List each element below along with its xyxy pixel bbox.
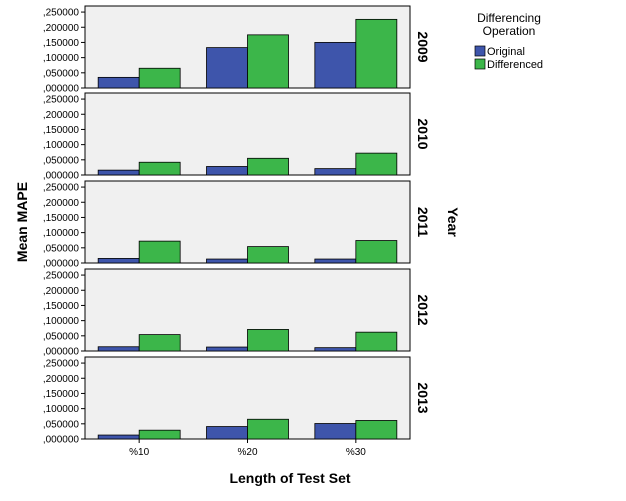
y-tick-label: ,200000	[43, 374, 80, 385]
y-tick-label: ,100000	[43, 228, 80, 239]
bar-original-2009-2	[206, 47, 248, 89]
y-tick-label: ,050000	[43, 331, 80, 342]
facet-label-2010: 2010	[415, 118, 431, 149]
bar-original-2012-3	[314, 347, 357, 352]
x-tick-label: %20	[237, 447, 257, 458]
bar-original-2013-3	[314, 423, 357, 440]
panels-layer: ,000000 ,050000 ,100000 ,150000 ,200000 ,2500…	[43, 5, 431, 446]
bar-differenced-2009-2	[247, 34, 289, 89]
legend-swatch-original	[474, 45, 486, 57]
y-tick-label: ,150000	[43, 213, 80, 224]
legend-title-line2: Operation	[483, 24, 536, 38]
facet-label-2013: 2013	[415, 382, 431, 413]
bar-differenced-2010-3	[355, 152, 398, 176]
bar-differenced-2012-2	[247, 329, 289, 352]
bar-original-2012-2	[206, 346, 248, 352]
bar-original-2010-2	[206, 166, 248, 176]
bar-differenced-2010-2	[247, 157, 289, 176]
panel-2013: ,000000 ,050000 ,100000 ,150000 ,200000 ,2500…	[43, 356, 431, 446]
legend-swatch-differenced	[474, 58, 486, 70]
bar-original-2010-3	[314, 168, 357, 176]
y-tick-label: ,150000	[43, 38, 80, 49]
facet-label-2009: 2009	[415, 31, 431, 62]
bar-differenced-2009-3	[355, 18, 398, 89]
y-tick-label: ,200000	[43, 286, 80, 297]
x-tick-label: %30	[346, 447, 366, 458]
y-tick-label: ,050000	[43, 155, 80, 166]
y-tick-label: ,250000	[43, 8, 80, 19]
x-axis-title: Length of Test Set	[229, 470, 350, 486]
bar-differenced-2011-1	[138, 240, 181, 264]
x-tick-label: %10	[129, 447, 149, 458]
bar-original-2009-3	[314, 42, 357, 89]
y-tick-label: ,100000	[43, 316, 80, 327]
y-tick-label: ,150000	[43, 389, 80, 400]
y-tick-label: ,100000	[43, 404, 80, 415]
y-tick-label: ,050000	[43, 68, 80, 79]
legend-label-differenced: Differenced	[487, 59, 543, 71]
bar-differenced-2010-1	[138, 161, 181, 176]
y-tick-label: ,050000	[43, 419, 80, 430]
y-tick-label: ,050000	[43, 243, 80, 254]
panel-2011: ,000000 ,050000 ,100000 ,150000 ,200000 ,2500…	[43, 180, 431, 270]
y-tick-label: ,100000	[43, 140, 80, 151]
y-tick-label: ,000000	[43, 171, 80, 182]
legend: Differencing Operation Original Differen…	[474, 11, 543, 71]
bar-differenced-2013-3	[355, 420, 398, 440]
y-tick-label: ,250000	[43, 95, 80, 106]
y-tick-label: ,150000	[43, 301, 80, 312]
facet-label-2011: 2011	[415, 207, 431, 238]
y-tick-label: ,250000	[43, 359, 80, 370]
y-tick-label: ,000000	[43, 435, 80, 446]
bar-differenced-2011-3	[355, 240, 398, 264]
y-tick-label: ,000000	[43, 347, 80, 358]
bar-original-2013-1	[97, 434, 140, 440]
legend-label-original: Original	[487, 46, 525, 58]
y-tick-label: ,000000	[43, 84, 80, 95]
bar-original-2009-1	[97, 76, 140, 89]
facet-label-2012: 2012	[415, 294, 431, 325]
y-tick-label: ,250000	[43, 271, 80, 282]
bar-original-2010-1	[97, 169, 140, 176]
y-axis-title: Mean MAPE	[14, 182, 30, 262]
bar-original-2013-2	[206, 426, 248, 440]
legend-title-line1: Differencing	[477, 11, 541, 25]
y-tick-label: ,000000	[43, 259, 80, 270]
panel-2009: ,000000 ,050000 ,100000 ,150000 ,200000 ,2500…	[43, 5, 431, 95]
bar-original-2011-3	[314, 258, 357, 264]
facet-axis-title: Year	[445, 207, 461, 237]
bar-original-2011-2	[206, 258, 248, 264]
y-tick-label: ,200000	[43, 110, 80, 121]
panel-2010: ,000000 ,050000 ,100000 ,150000 ,200000 ,2500…	[43, 92, 431, 182]
y-tick-label: ,200000	[43, 23, 80, 34]
panel-2012: ,000000 ,050000 ,100000 ,150000 ,200000 ,2500…	[43, 268, 431, 358]
bar-differenced-2012-3	[355, 331, 398, 352]
bar-original-2012-1	[97, 346, 140, 352]
y-tick-label: ,250000	[43, 183, 80, 194]
bar-differenced-2012-1	[138, 334, 181, 352]
bar-differenced-2013-1	[138, 429, 181, 440]
bar-differenced-2011-2	[247, 246, 289, 264]
x-axis: %10 %20 %30	[129, 439, 366, 458]
bar-differenced-2013-2	[247, 418, 289, 440]
y-tick-label: ,150000	[43, 125, 80, 136]
y-tick-label: ,200000	[43, 198, 80, 209]
bar-differenced-2009-1	[138, 67, 181, 89]
y-tick-label: ,100000	[43, 53, 80, 64]
bar-original-2011-1	[97, 258, 140, 264]
